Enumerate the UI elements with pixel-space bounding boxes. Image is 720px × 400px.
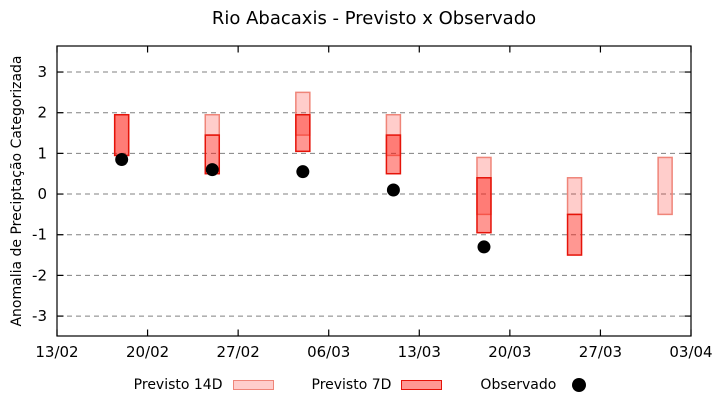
x-tick-label: 06/03 xyxy=(307,343,350,361)
observed-dot xyxy=(296,165,310,179)
x-tick-label: 20/03 xyxy=(488,343,531,361)
y-tick-label: 0 xyxy=(37,185,47,203)
y-tick-label: -2 xyxy=(32,266,47,284)
observed-dots xyxy=(115,152,491,254)
range-bar xyxy=(476,177,492,234)
range-bar xyxy=(113,113,130,157)
x-tick-label: 20/02 xyxy=(126,343,169,361)
x-tick-label: 27/03 xyxy=(579,343,622,361)
y-tick-label: 1 xyxy=(37,144,47,162)
x-tick-label: 27/02 xyxy=(217,343,260,361)
range-bar xyxy=(295,91,311,136)
x-tick-label: 13/02 xyxy=(35,343,78,361)
observed-dot xyxy=(115,152,129,166)
observed-dot xyxy=(205,163,219,177)
y-tick-label: 2 xyxy=(37,104,47,122)
legend-label-observado: Observado xyxy=(480,377,557,393)
grid-layer xyxy=(58,71,690,317)
legend-item-observado: Observado xyxy=(480,377,587,393)
range-bar xyxy=(566,213,583,256)
observed-dot xyxy=(477,240,491,254)
y-tick-label: -1 xyxy=(32,226,47,244)
legend-label-previsto-7d: Previsto 7D xyxy=(311,377,392,393)
range-bar-14d-swatch-icon xyxy=(232,380,274,390)
x-tick-label: 03/04 xyxy=(669,343,712,361)
range-bar xyxy=(295,113,311,153)
axis-border xyxy=(56,45,692,337)
range-bar xyxy=(657,156,673,216)
observed-dot-swatch-icon xyxy=(572,378,587,392)
legend-item-previsto-14d: Previsto 14D xyxy=(134,377,274,393)
range-bar-7d-swatch-icon xyxy=(401,380,443,390)
chart-title: Rio Abacaxis - Previsto x Observado xyxy=(211,8,537,29)
range-bar xyxy=(385,134,402,175)
forecast-7d-bars xyxy=(113,113,583,256)
forecast-14d-bars xyxy=(113,91,673,216)
range-bar xyxy=(566,177,583,216)
y-tick-label: -3 xyxy=(32,307,47,325)
legend-label-previsto-14d: Previsto 14D xyxy=(133,377,223,393)
legend-item-previsto-7d: Previsto 7D xyxy=(312,377,443,393)
x-tick-labels: 13/02 20/02 27/02 06/03 13/03 20/03 27/03 03/04 xyxy=(35,343,712,361)
observed-dot xyxy=(386,183,400,197)
range-bar xyxy=(204,113,221,136)
y-tick-labels: -3 -2 -1 0 1 2 3 xyxy=(32,63,47,325)
x-tick-label: 13/03 xyxy=(398,343,441,361)
legend: Previsto 14D Previsto 7D Observado xyxy=(0,374,720,396)
y-tick-label: 3 xyxy=(37,63,47,81)
